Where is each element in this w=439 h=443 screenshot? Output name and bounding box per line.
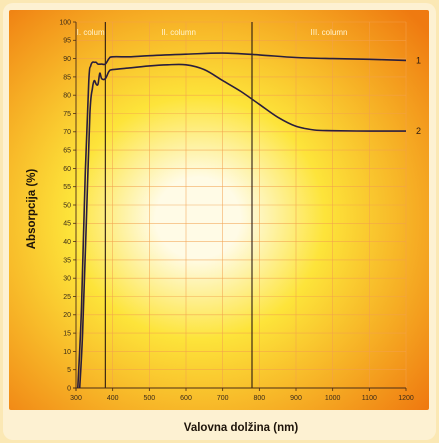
y-tick-label: 100	[59, 19, 71, 26]
axes: 0 5 10 15 20 25 30 35 40 45 50 55 60 65 70 75 80 85 90 95 10…	[59, 19, 414, 402]
y-tick-label: 85	[63, 74, 71, 81]
column-dividers	[104, 22, 253, 388]
plot-area	[9, 10, 429, 410]
y-tick-label: 60	[63, 166, 71, 173]
y-tick-label: 40	[63, 239, 71, 246]
x-tick-label: 1200	[398, 395, 414, 402]
series-lines	[77, 52, 407, 389]
y-tick-label: 15	[63, 331, 71, 338]
y-axis-title: Absorpcija (%)	[26, 169, 38, 250]
y-tick-label: 20	[63, 312, 71, 319]
series-labels: 12	[416, 55, 421, 136]
y-tick-label: 35	[63, 257, 71, 264]
x-tick-label: 400	[107, 395, 119, 402]
y-tick-label: 70	[63, 129, 71, 136]
y-tick-label: 0	[67, 385, 71, 392]
y-tick-label: 75	[63, 111, 71, 118]
column-label: II. column	[161, 28, 196, 37]
y-tick-label: 5	[67, 367, 71, 374]
column-label: I. colum	[77, 28, 105, 37]
series-label-2: 2	[416, 126, 421, 136]
x-tick-label: 1000	[325, 395, 341, 402]
y-tick-label: 90	[63, 56, 71, 63]
x-tick-label: 900	[290, 395, 302, 402]
y-tick-label: 65	[63, 148, 71, 155]
x-tick-label: 500	[143, 395, 155, 402]
grid	[75, 21, 407, 389]
chart-card: I. colum II. column III. column 0 5 10 15 20 25…	[3, 3, 436, 440]
y-tick-label: 55	[63, 184, 71, 191]
y-tick-label: 30	[63, 276, 71, 283]
x-tick-label: 700	[217, 395, 229, 402]
y-tick-label: 10	[63, 349, 71, 356]
x-tick-label: 600	[180, 395, 192, 402]
series-line-2	[78, 63, 406, 389]
column-labels: I. colum II. column III. column	[77, 28, 348, 37]
y-tick-label: 25	[63, 294, 71, 301]
y-tick-label: 95	[63, 38, 71, 45]
y-tick-label: 80	[63, 93, 71, 100]
series-label-1: 1	[416, 55, 421, 65]
x-axis-title: Valovna dolžina (nm)	[184, 422, 299, 434]
x-tick-label: 300	[70, 395, 82, 402]
series-line-1	[77, 52, 407, 389]
x-tick-label: 800	[253, 395, 265, 402]
y-tick-label: 50	[63, 202, 71, 209]
chart: I. colum II. column III. column 0510152025…	[9, 10, 429, 434]
x-tick-label: 1100	[362, 395, 377, 402]
column-label: III. column	[311, 28, 348, 37]
y-tick-label: 45	[63, 221, 71, 228]
